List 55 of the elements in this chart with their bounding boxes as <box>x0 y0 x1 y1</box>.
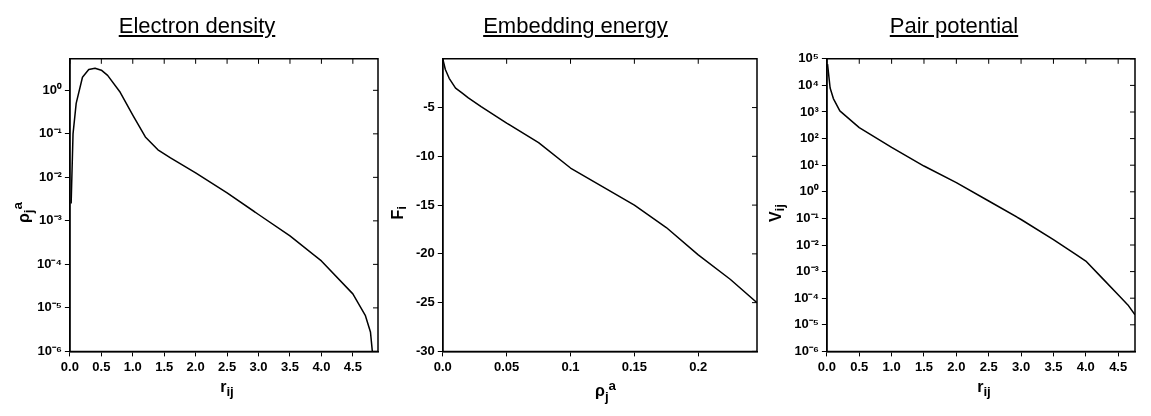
y-tick-label: 10⁻¹ <box>39 125 62 141</box>
y-tick-label: 10⁻⁵ <box>37 299 62 315</box>
x-tick-label: 3.0 <box>1012 358 1031 374</box>
x-tick-label: 0.0 <box>433 358 452 374</box>
x-tick-label: 4.0 <box>1076 358 1095 374</box>
x-tick-label: 4.5 <box>1109 358 1128 374</box>
x-tick-label: 1.0 <box>123 358 142 374</box>
x-tick-label: 2.5 <box>979 358 998 374</box>
y-tick-label: 10³ <box>800 103 820 119</box>
y-tick-label: 10⁵ <box>798 50 819 66</box>
y-tick-label: 10¹ <box>800 156 819 172</box>
x-tick-label: 0.5 <box>92 358 111 374</box>
x-tick-label: 0.0 <box>60 358 79 374</box>
y-tick-label: -15 <box>415 196 435 212</box>
x-tick-label: 2.0 <box>947 358 966 374</box>
x-tick-label: 4.0 <box>312 358 331 374</box>
y-tick-label: -5 <box>422 99 435 115</box>
y-tick-label: 10⁻⁴ <box>794 289 819 305</box>
y-tick-label: 10⁻² <box>796 236 820 252</box>
y-tick-label: -20 <box>415 245 435 261</box>
x-tick-label: 3.0 <box>249 358 268 374</box>
x-tick-label: 2.0 <box>186 358 205 374</box>
y-tick-label: -25 <box>415 294 435 310</box>
y-tick-label: 10⁰ <box>799 183 819 199</box>
x-tick-label: 0.0 <box>817 358 836 374</box>
y-tick-label: 10⁻³ <box>39 212 63 228</box>
x-tick-label: 0.5 <box>850 358 869 374</box>
x-tick-label: 3.5 <box>280 358 300 374</box>
y-tick-label: 10⁻² <box>39 168 63 184</box>
y-tick-label: -10 <box>415 147 435 163</box>
chart-title: Pair potential <box>889 12 1019 40</box>
x-tick-label: 0.05 <box>493 358 519 374</box>
y-tick-label: -30 <box>415 342 435 358</box>
y-tick-label: 10⁻⁶ <box>794 342 819 358</box>
y-tick-label: 10⁻⁵ <box>794 316 819 332</box>
x-tick-label: 1.5 <box>155 358 174 374</box>
x-axis-title: r$_{ij}$ <box>977 378 991 400</box>
x-tick-label: 3.5 <box>1044 358 1063 374</box>
y-tick-label: 10⁻³ <box>796 263 820 279</box>
x-tick-label: 0.2 <box>688 358 707 374</box>
x-tick-label: 1.0 <box>882 358 901 374</box>
x-tick-label: 0.1 <box>560 358 580 374</box>
y-tick-label: 10⁴ <box>798 76 819 92</box>
x-tick-label: 4.5 <box>343 358 362 374</box>
x-tick-label: 2.5 <box>218 358 237 374</box>
x-tick-label: 0.15 <box>621 358 647 374</box>
x-tick-label: 1.5 <box>914 358 934 374</box>
y-tick-label: 10⁰ <box>42 81 62 97</box>
y-tick-label: 10⁻¹ <box>796 209 819 225</box>
x-axis-title: r$_{ij}$ <box>220 378 234 400</box>
chart-title: Electron density <box>118 12 276 40</box>
chart-title: Embedding energy <box>483 12 668 40</box>
y-tick-label: 10² <box>800 130 820 146</box>
y-tick-label: 10⁻⁶ <box>37 342 62 358</box>
y-tick-label: 10⁻⁴ <box>37 255 62 271</box>
